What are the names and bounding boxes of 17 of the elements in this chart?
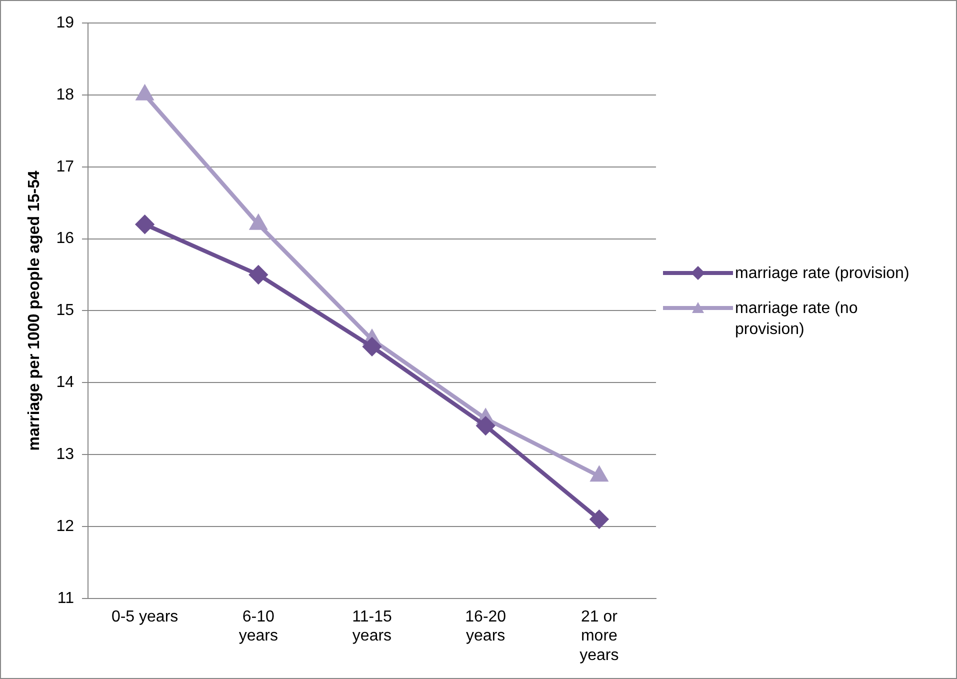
y-tick-label: 19: [56, 14, 74, 32]
y-tick-label: 15: [56, 302, 74, 320]
y-axis-title: marriage per 1000 people aged 15-54: [26, 170, 44, 451]
legend-label: marriage rate (no provision): [735, 299, 859, 340]
y-tick-label: 18: [56, 86, 74, 104]
y-tick-label: 17: [56, 158, 74, 176]
x-tick-label: 11-15 years: [352, 608, 392, 645]
x-tick-label: 6-10 years: [238, 608, 278, 645]
x-tick-label: 16-20 years: [465, 608, 506, 645]
legend-label: marriage rate (provision): [735, 264, 910, 284]
y-tick-label: 13: [56, 446, 74, 463]
x-tick-label: 21 or more years: [580, 608, 619, 664]
y-tick-label: 14: [56, 374, 74, 392]
y-tick-label: 12: [56, 518, 74, 535]
y-tick-label: 16: [56, 230, 74, 248]
y-tick-label: 11: [57, 590, 74, 607]
x-tick-label: 0-5 years: [111, 608, 178, 626]
